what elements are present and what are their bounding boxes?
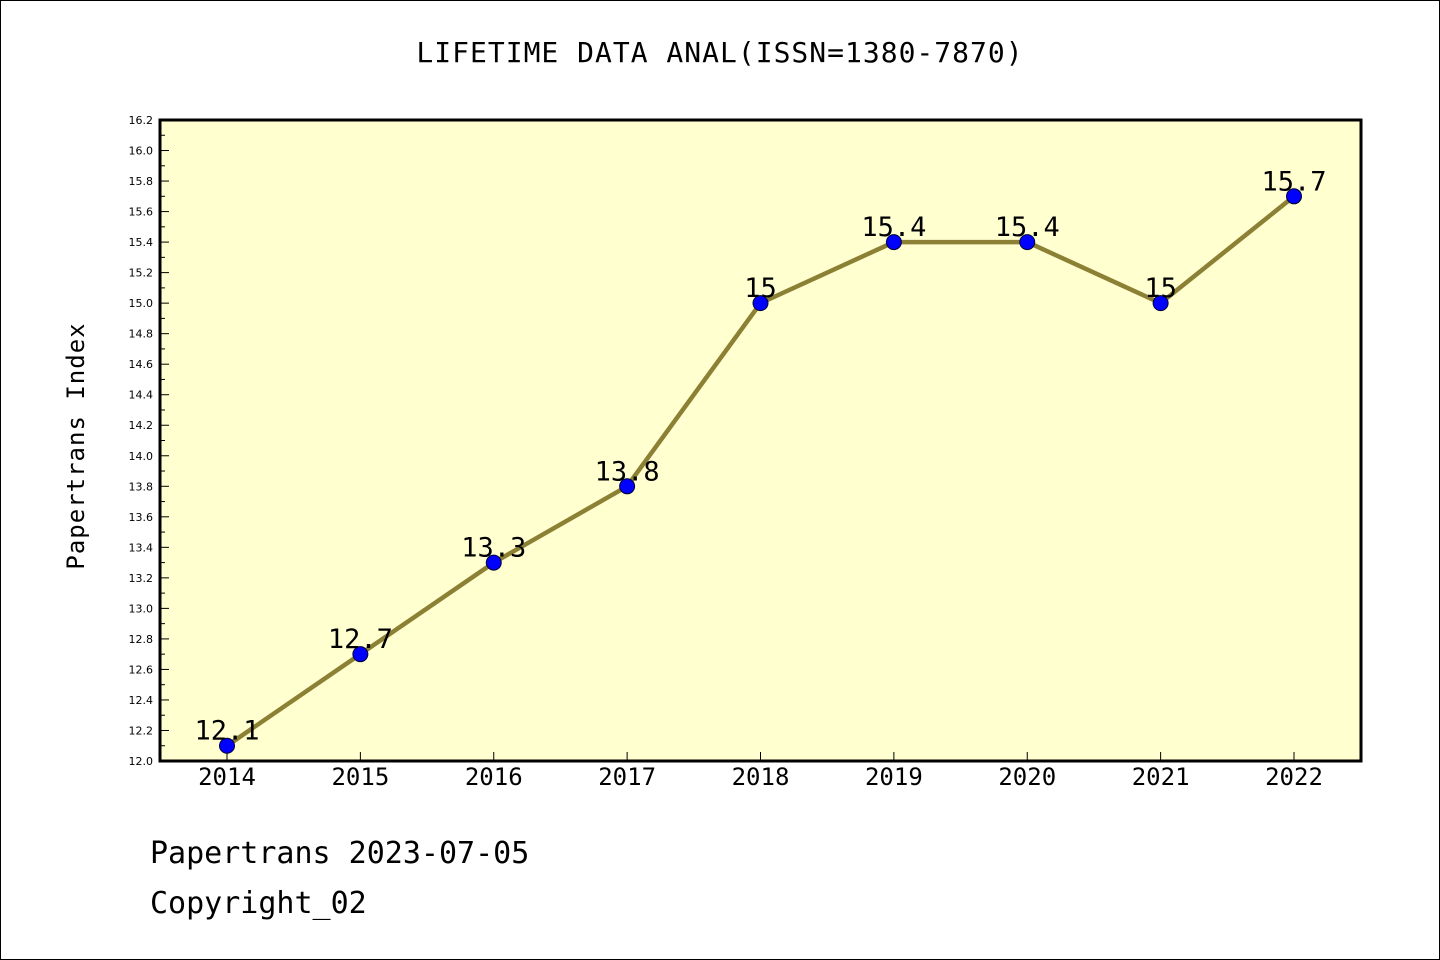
y-tick-label: 13.8 [129,480,154,493]
plot-area [158,118,1363,763]
y-tick-label: 14.8 [129,328,154,341]
y-tick-label: 16.2 [129,114,154,127]
data-label: 13.3 [461,533,526,564]
data-point [1152,295,1169,312]
data-point [1019,234,1036,251]
y-tick-label: 14.6 [129,358,154,371]
y-tick-label: 15.2 [129,267,154,280]
data-point [752,295,769,312]
data-point [619,478,636,495]
y-tick-label: 15.4 [129,236,154,249]
data-label: 15 [744,273,777,304]
y-tick-label: 13.4 [129,541,154,554]
chart-title: LIFETIME DATA ANAL(ISSN=1380-7870) [416,36,1024,69]
footer-date: Papertrans 2023-07-05 [150,836,530,871]
x-tick-label: 2015 [331,763,389,791]
x-tick-label: 2021 [1132,763,1190,791]
series [219,188,1302,754]
data-label: 15.4 [861,212,926,243]
data-labels: 12.1 12.7 13.3 13.8 15 15.4 15.4 15 15.7 [194,166,1326,746]
x-tick-label: 2019 [865,763,923,791]
x-axis: 2014 2015 2016 2017 2018 2019 2020 2021 2022 [198,752,1323,791]
data-point [485,554,502,571]
y-tick-label: 13.0 [129,602,154,615]
y-tick-label: 12.0 [129,755,154,768]
x-tick-label: 2020 [998,763,1056,791]
data-label: 15.7 [1261,166,1326,197]
y-tick-label: 12.4 [129,694,154,707]
data-label: 13.8 [595,456,660,487]
x-tick-label: 2017 [598,763,656,791]
data-point [885,234,902,251]
footer-copyright: Copyright_02 [150,886,367,921]
y-tick-label: 13.2 [129,572,154,585]
data-point [219,737,235,754]
y-tick-label: 12.8 [129,633,154,646]
y-axis: 12.0 12.2 12.4 12.6 12.8 13.0 13.2 13.4 13.6 13.8… [129,114,169,768]
y-tick-label: 14.4 [129,389,154,402]
y-tick-label: 16.0 [129,145,154,158]
y-tick-label: 15.0 [129,297,154,310]
x-tick-label: 2022 [1265,763,1323,791]
y-tick-label: 14.2 [129,419,154,432]
y-tick-label: 13.6 [129,511,154,524]
y-tick-label: 12.2 [129,724,154,737]
y-tick-label: 12.6 [129,663,154,676]
y-tick-label: 15.8 [129,175,154,188]
x-tick-label: 2018 [732,763,790,791]
x-tick-label: 2014 [198,763,256,791]
y-tick-label: 15.6 [129,206,154,219]
data-point [1286,188,1302,205]
data-point [352,646,369,663]
data-label: 12.7 [328,624,393,655]
data-label: 15.4 [995,212,1060,243]
data-label: 12.1 [194,716,259,747]
data-label: 15 [1144,273,1177,304]
x-tick-label: 2016 [465,763,523,791]
y-tick-label: 14.0 [129,450,154,463]
